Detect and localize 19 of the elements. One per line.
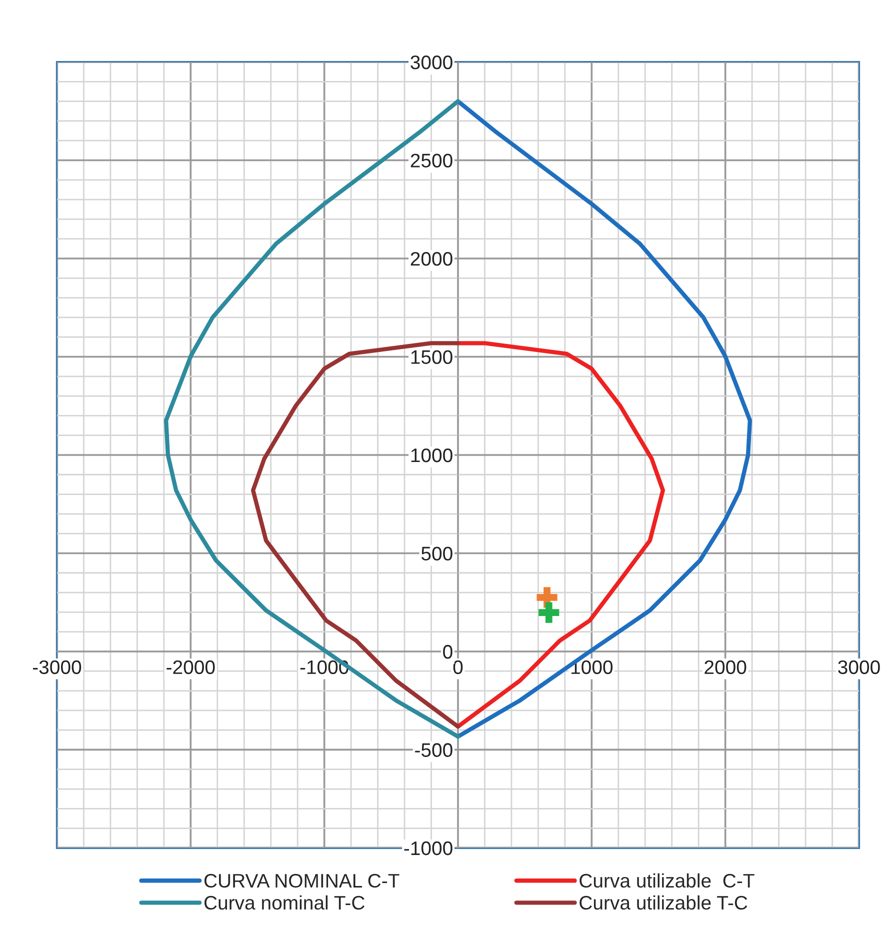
y-tick-label: 1000: [411, 448, 452, 462]
legend-label: Curva nominal T-C: [204, 895, 364, 910]
legend-label: Curva utilizable T-C: [580, 895, 748, 910]
y-tick-label: 2500: [410, 154, 452, 168]
y-tick-label: -1000: [404, 841, 452, 856]
y-tick-label: 1500: [411, 350, 452, 364]
x-tick-label: 3000: [838, 660, 880, 674]
x-tick-label: 0: [453, 660, 463, 674]
y-tick-label: 0: [443, 644, 452, 659]
y-tick-label: -500: [415, 743, 452, 757]
x-tick-label: 2000: [704, 660, 746, 674]
legend-label: CURVA NOMINAL C-T: [204, 874, 400, 888]
y-tick-label: 500: [421, 546, 452, 560]
y-tick-label: 2000: [410, 252, 452, 266]
x-tick-label: 1000: [572, 660, 613, 674]
x-tick-label: -2000: [166, 660, 215, 674]
legend-label: Curva utilizable C-T: [580, 873, 754, 888]
x-tick-label: -3000: [32, 660, 82, 674]
y-tick-label: 3000: [410, 55, 452, 70]
